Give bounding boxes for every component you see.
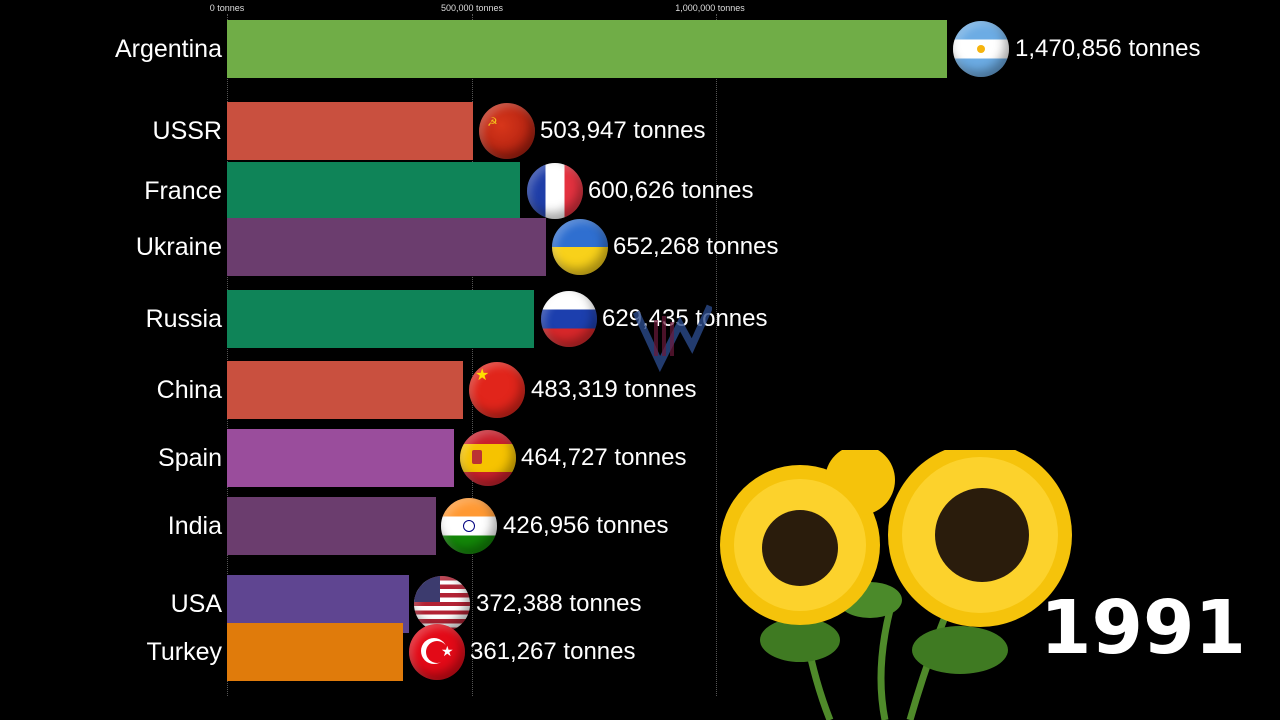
india-flag-icon	[441, 498, 497, 554]
value-label: 426,956 tonnes	[503, 512, 669, 539]
bar	[227, 162, 520, 220]
bar-row-turkey: Turkey ★ 361,267 tonnes	[0, 623, 1280, 681]
gridline	[227, 14, 228, 696]
country-label: Spain	[158, 444, 222, 472]
turkey-flag-icon: ★	[409, 624, 465, 680]
value-label: 652,268 tonnes	[613, 233, 779, 260]
france-flag-icon	[527, 163, 583, 219]
gridline	[472, 14, 473, 696]
bar-row-argentina: Argentina 1,470,856 tonnes	[0, 20, 1280, 78]
axis-tick-0: 0 tonnes	[209, 3, 245, 13]
spain-flag-icon	[460, 430, 516, 486]
bar-row-spain: Spain 464,727 tonnes	[0, 429, 1280, 487]
sunflowers-image	[720, 450, 1072, 720]
value-label: 503,947 tonnes	[540, 117, 706, 144]
watermark-logo-icon	[632, 304, 712, 372]
bar	[227, 361, 463, 419]
bar	[227, 218, 546, 276]
value-label: 1,470,856 tonnes	[1015, 35, 1201, 62]
bar	[227, 102, 473, 160]
country-label: China	[156, 376, 222, 404]
bar-row-ussr: USSR ☭ 503,947 tonnes	[0, 102, 1280, 160]
axis-tick-500k: 500,000 tonnes	[440, 3, 504, 13]
country-label: USA	[170, 590, 222, 618]
gridline	[716, 14, 717, 696]
axis-tick-1m: 1,000,000 tonnes	[675, 3, 745, 13]
value-label: 464,727 tonnes	[521, 444, 687, 471]
bar-row-india: India 426,956 tonnes	[0, 497, 1280, 555]
bar	[227, 429, 454, 487]
bar	[227, 497, 436, 555]
country-label: Turkey	[146, 638, 222, 666]
bar-row-russia: Russia 629,435 tonnes	[0, 290, 1280, 348]
bar	[227, 20, 947, 78]
country-label: India	[167, 512, 222, 540]
china-flag-icon: ★	[469, 362, 525, 418]
bar-row-france: France 600,626 tonnes	[0, 162, 1280, 220]
country-label: Russia	[145, 305, 222, 333]
ukraine-flag-icon	[552, 219, 608, 275]
bar	[227, 290, 534, 348]
country-label: USSR	[152, 117, 222, 145]
country-label: France	[144, 177, 222, 205]
bar	[227, 623, 403, 681]
year-label: 1991	[1040, 585, 1246, 671]
argentina-flag-icon	[953, 21, 1009, 77]
country-label: Ukraine	[135, 233, 222, 261]
ussr-flag-icon: ☭	[479, 103, 535, 159]
bar-row-ukraine: Ukraine 652,268 tonnes	[0, 218, 1280, 276]
country-label: Argentina	[114, 35, 222, 63]
value-label: 372,388 tonnes	[476, 590, 642, 617]
value-label: 600,626 tonnes	[588, 177, 754, 204]
value-label: 361,267 tonnes	[470, 638, 636, 665]
usa-flag-icon	[414, 576, 470, 632]
bar-row-china: China ★ 483,319 tonnes	[0, 361, 1280, 419]
russia-flag-icon	[541, 291, 597, 347]
value-label: 483,319 tonnes	[531, 376, 697, 403]
